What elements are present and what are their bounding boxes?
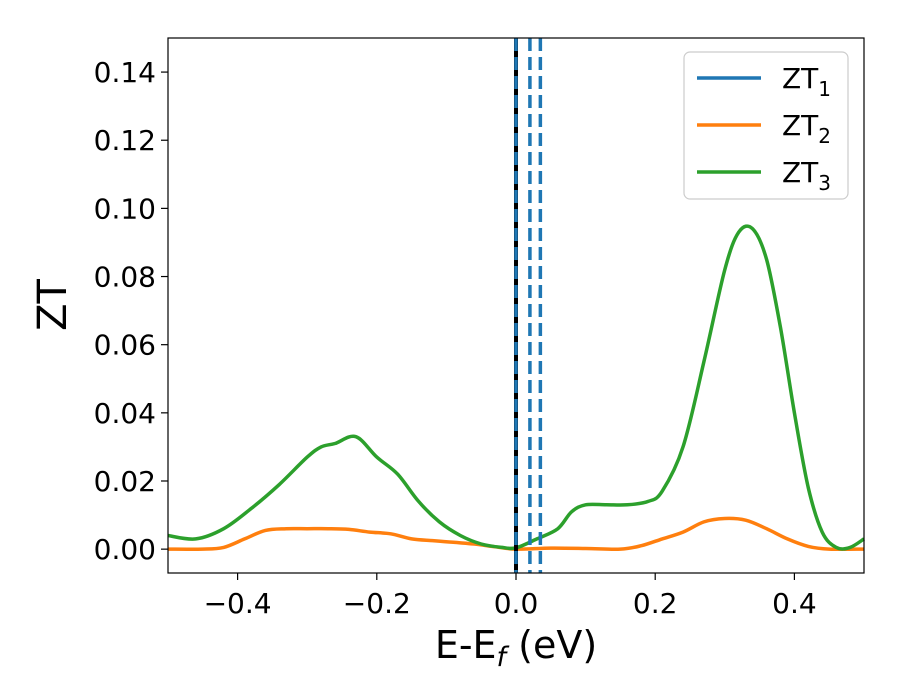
y-tick-label: 0.10 <box>94 192 156 225</box>
x-tick-label: 0.2 <box>633 587 678 620</box>
y-tick-label: 0.08 <box>94 261 156 294</box>
x-axis-label: E-Ef (eV) <box>435 623 597 673</box>
fermi-level-lines <box>514 38 543 573</box>
legend-box <box>683 51 849 200</box>
y-axis-ticks: 0.00 0.02 0.04 0.06 0.08 0.10 0.12 0.14 <box>94 56 168 566</box>
legend-label-1: ZT1 <box>782 62 831 101</box>
legend: ZT1 ZT2 ZT3 <box>683 51 849 200</box>
x-axis-label-unit: (eV) <box>506 623 597 667</box>
y-tick-label: 0.06 <box>94 329 156 362</box>
series-line-3 <box>167 224 865 551</box>
y-tick-label: 0.04 <box>94 397 156 430</box>
y-tick-label: 0.02 <box>94 465 156 498</box>
y-tick-label: 0.12 <box>94 124 156 157</box>
x-axis-ticks: −0.4 −0.2 0.0 0.2 0.4 <box>204 573 817 620</box>
y-tick-label: 0.14 <box>94 56 156 89</box>
y-axis-label: ZT <box>30 279 76 331</box>
legend-label-2: ZT2 <box>782 109 831 148</box>
x-tick-label: −0.2 <box>343 587 411 620</box>
y-tick-label: 0.00 <box>94 533 156 566</box>
legend-label-3: ZT3 <box>782 156 831 195</box>
x-tick-label: 0.4 <box>772 587 817 620</box>
x-tick-label: −0.4 <box>204 587 272 620</box>
x-tick-label: 0.0 <box>494 587 539 620</box>
plot-area <box>167 224 865 552</box>
